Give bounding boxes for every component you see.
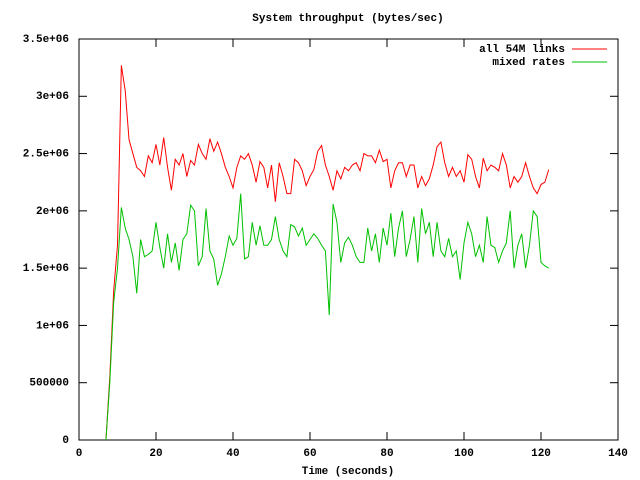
- series-line: [105, 193, 549, 441]
- y-tick-label: 1.5e+06: [23, 263, 69, 275]
- x-tick-label: 0: [76, 448, 83, 460]
- y-tick-label: 500000: [29, 378, 69, 390]
- chart-title: System throughput (bytes/sec): [252, 13, 443, 25]
- x-tick-label: 20: [149, 448, 162, 460]
- x-tick-label: 40: [226, 448, 239, 460]
- x-tick-label: 120: [531, 448, 551, 460]
- x-axis-label: Time (seconds): [302, 466, 394, 478]
- x-tick-label: 100: [454, 448, 474, 460]
- x-tick-label: 80: [380, 448, 393, 460]
- x-tick-label: 60: [303, 448, 316, 460]
- legend-label: all 54M links: [479, 44, 565, 56]
- series-line: [105, 65, 550, 441]
- y-tick-label: 2.5e+06: [23, 148, 69, 160]
- plot-border: [78, 38, 619, 441]
- y-tick-label: 1e+06: [36, 320, 69, 332]
- y-tick-label: 0: [62, 435, 69, 447]
- x-tick-label: 140: [608, 448, 628, 460]
- y-tick-label: 3e+06: [36, 91, 69, 103]
- legend-label: mixed rates: [492, 57, 565, 69]
- y-tick-label: 3.5e+06: [23, 34, 69, 46]
- y-tick-label: 2e+06: [36, 206, 69, 218]
